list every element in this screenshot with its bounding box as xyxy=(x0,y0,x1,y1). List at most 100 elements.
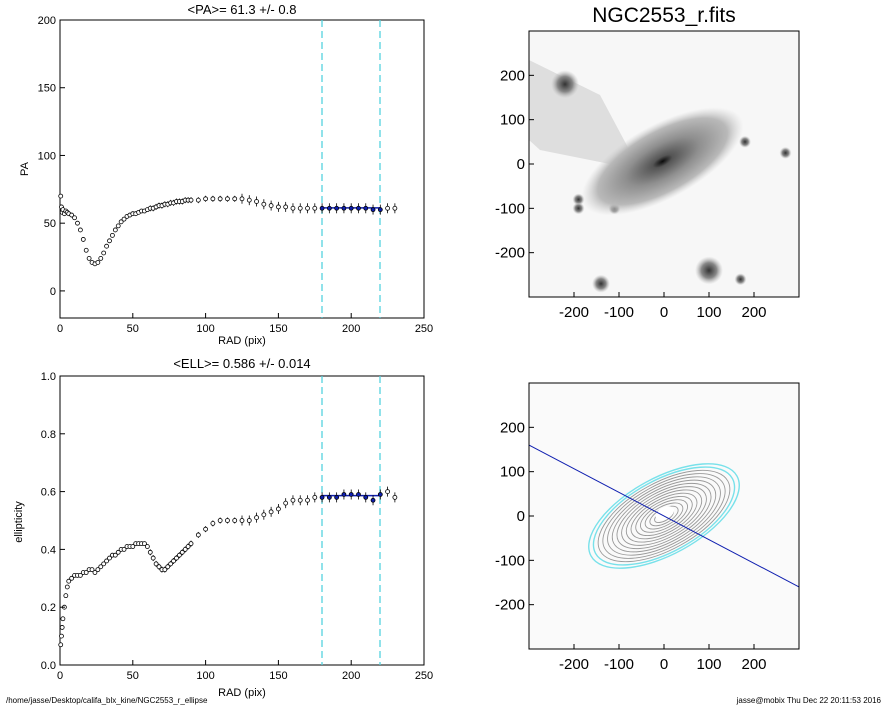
galaxy-body xyxy=(581,107,744,216)
major-axis-line xyxy=(529,444,799,588)
y-tick-label: 1.0 xyxy=(41,371,56,383)
data-point xyxy=(59,633,64,639)
data-point xyxy=(210,520,216,526)
x-tick-label: 0 xyxy=(660,304,668,321)
data-point xyxy=(275,506,281,512)
y-tick-label: 0.2 xyxy=(41,602,56,614)
data-point xyxy=(341,492,347,497)
data-point xyxy=(254,199,259,204)
data-point xyxy=(348,205,354,211)
y-tick-label: 50 xyxy=(44,218,56,230)
data-point xyxy=(370,497,376,503)
data-point xyxy=(312,494,318,500)
x-tick-label: 50 xyxy=(127,670,139,682)
data-point xyxy=(348,492,354,497)
data-point xyxy=(110,232,115,238)
data-point xyxy=(83,570,89,575)
y-tick-label: 0.0 xyxy=(41,660,56,672)
pa-panel: <PA>= 61.3 +/- 0.8 0 50 100 150 200 250 0 50 10… xyxy=(19,2,433,347)
data-point xyxy=(334,494,340,500)
ell-y-axis-label: ellipticity xyxy=(13,501,25,543)
data-point xyxy=(66,578,72,584)
y-tick-label: -200 xyxy=(495,245,525,262)
data-point xyxy=(86,255,92,261)
pa-title: <PA>= 61.3 +/- 0.8 xyxy=(188,2,297,17)
data-point xyxy=(254,515,259,521)
data-point xyxy=(210,196,216,202)
data-point xyxy=(72,215,77,221)
data-point xyxy=(174,555,179,561)
x-tick-label: 200 xyxy=(741,656,766,673)
x-tick-label: 50 xyxy=(127,323,139,335)
image-y-ticks: -200 -100 0 100 200 xyxy=(495,67,534,262)
data-point xyxy=(319,494,325,500)
isophote-contour xyxy=(592,466,736,566)
data-point xyxy=(275,204,281,210)
image-title: NGC2553_r.fits xyxy=(592,4,736,27)
contour-panel: -200 -100 0 100 200 -200 -100 0 100 200 xyxy=(495,382,800,673)
data-point xyxy=(392,494,398,500)
isophote-contour xyxy=(597,469,731,563)
x-tick-label: 150 xyxy=(269,670,287,682)
data-point xyxy=(232,196,238,202)
data-point xyxy=(185,544,191,549)
data-point xyxy=(77,573,83,578)
x-tick-label: 150 xyxy=(269,323,287,335)
y-tick-label: 0 xyxy=(50,286,56,298)
data-point xyxy=(283,204,289,210)
data-point xyxy=(104,558,109,564)
data-point xyxy=(176,552,182,558)
isophote-contour xyxy=(616,482,712,550)
isophote-contour xyxy=(640,499,688,533)
data-point xyxy=(239,518,245,523)
y-tick-label: 200 xyxy=(500,419,525,436)
data-point xyxy=(98,255,104,261)
data-point xyxy=(363,205,369,211)
x-tick-label: -100 xyxy=(604,656,634,673)
data-point xyxy=(107,238,112,244)
data-point xyxy=(59,625,65,630)
point-source xyxy=(779,146,792,159)
data-point xyxy=(341,205,347,211)
pa-x-axis-label: RAD (pix) xyxy=(218,335,266,347)
data-point xyxy=(147,549,153,555)
data-point xyxy=(142,541,147,547)
footer-user-stamp: jasse@mobix Thu Dec 22 20:11:53 2016 xyxy=(736,696,881,705)
data-point xyxy=(58,642,64,648)
pa-y-ticks: 0 50 100 150 200 xyxy=(38,15,65,298)
point-source xyxy=(592,274,610,293)
data-point xyxy=(112,227,118,233)
x-tick-label: 0 xyxy=(57,323,63,335)
pa-y-axis-label: PA xyxy=(19,161,31,176)
data-point xyxy=(268,203,274,208)
pa-plot-frame xyxy=(59,19,425,319)
isophote-contour xyxy=(607,476,721,556)
x-tick-label: -200 xyxy=(559,656,589,673)
data-point xyxy=(130,544,136,549)
data-point xyxy=(225,196,230,202)
data-point xyxy=(232,518,238,523)
pa-points xyxy=(58,193,398,267)
ell-title: <ELL>= 0.586 +/- 0.014 xyxy=(173,356,310,371)
x-tick-label: 100 xyxy=(696,304,721,321)
y-tick-label: 0 xyxy=(517,156,525,173)
data-point xyxy=(268,509,274,515)
data-point xyxy=(203,526,209,532)
data-point xyxy=(153,561,159,567)
y-tick-label: -100 xyxy=(495,552,525,569)
data-point xyxy=(118,219,124,225)
isophote-contour xyxy=(630,492,698,540)
data-point xyxy=(363,494,369,500)
x-tick-label: 200 xyxy=(741,304,766,321)
x-tick-label: -100 xyxy=(604,304,634,321)
data-point xyxy=(75,220,80,226)
y-tick-label: -200 xyxy=(495,597,525,614)
x-tick-label: 250 xyxy=(415,670,433,682)
ell-points xyxy=(58,486,398,648)
data-point xyxy=(356,205,361,211)
ell-plot-frame xyxy=(59,375,425,666)
data-point xyxy=(168,561,174,567)
point-source xyxy=(551,70,579,99)
isophote-contour xyxy=(635,495,693,537)
data-point xyxy=(107,555,112,561)
